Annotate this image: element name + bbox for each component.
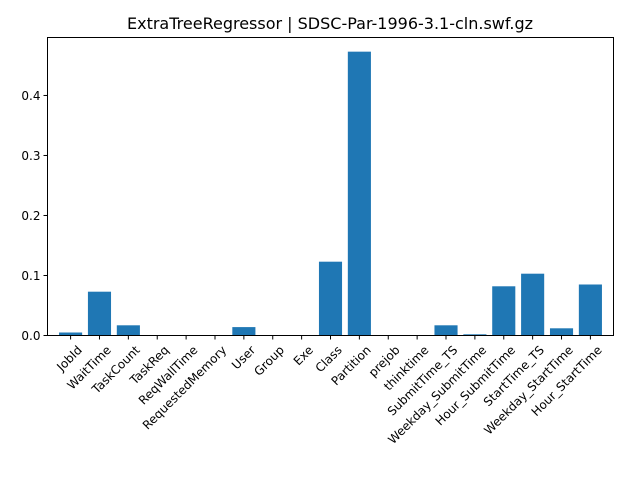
- bar-WaitTime: [87, 291, 112, 336]
- y-tick-label: 0.0: [21, 329, 40, 343]
- y-axis: 0.0 0.1 0.2 0.3 0.4: [21, 89, 48, 343]
- y-tick-label: 0.1: [21, 269, 40, 283]
- bar-Weekday_StartTime: [549, 328, 574, 336]
- bar-Partition: [347, 51, 371, 336]
- y-tick-label: 0.4: [21, 89, 40, 103]
- bar-User: [232, 327, 256, 336]
- bar-Hour_StartTime: [578, 284, 602, 336]
- bar-Hour_SubmitTime: [492, 286, 516, 336]
- y-tick-label: 0.2: [21, 209, 40, 223]
- y-tick-label: 0.3: [21, 149, 40, 163]
- bar-Class: [318, 261, 343, 336]
- x-axis: JobIdWaitTimeTaskCountTaskReqReqWallTime…: [53, 335, 605, 447]
- bar-Weekday_SubmitTime: [463, 334, 487, 336]
- bar-SubmitTime_TS: [434, 325, 458, 336]
- bar-TaskCount: [116, 325, 140, 336]
- chart-title: ExtraTreeRegressor | SDSC-Par-1996-3.1-c…: [127, 14, 533, 33]
- bars-group: [59, 51, 602, 336]
- plot-frame: [47, 37, 614, 336]
- x-tick-label: Group: [251, 343, 287, 379]
- bar-JobId: [59, 332, 83, 336]
- bar-StartTime_TS: [521, 273, 545, 336]
